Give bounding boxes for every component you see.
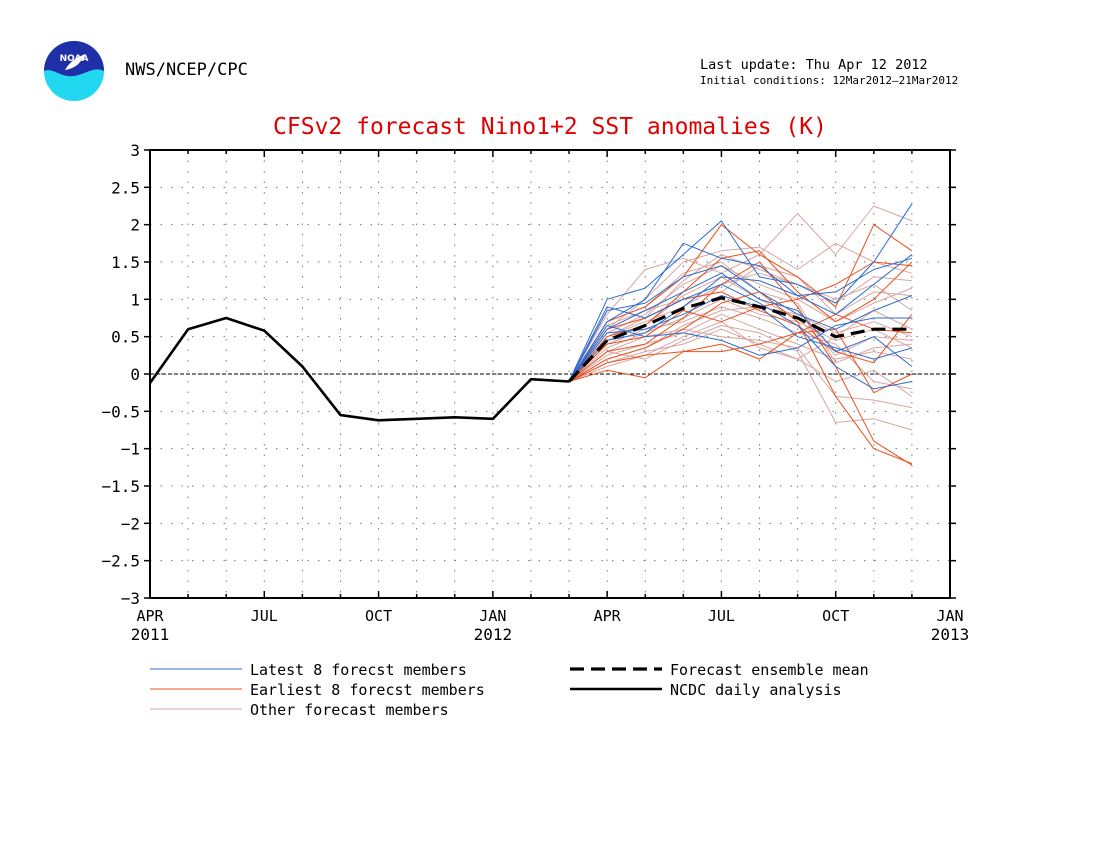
other-series-line bbox=[568, 325, 913, 431]
y-tick-label: 0.5 bbox=[111, 328, 140, 347]
main-lines bbox=[148, 296, 912, 422]
y-tick-label: 0 bbox=[130, 365, 140, 384]
chart-title: CFSv2 forecast Nino1+2 SST anomalies (K) bbox=[273, 114, 827, 140]
legend: Latest 8 forecst members Earliest 8 forec… bbox=[150, 661, 869, 719]
last-update-label: Last update: Thu Apr 12 2012 bbox=[700, 57, 928, 73]
x-tick-year-label: 2013 bbox=[931, 625, 970, 644]
axis-ticks: 32.521.510.50−0.5−1−1.5−2−2.5−3APR2011JU… bbox=[101, 141, 969, 644]
other-series-line bbox=[568, 298, 913, 382]
latest-series-line bbox=[568, 242, 913, 382]
x-tick-label: JAN bbox=[936, 607, 963, 625]
mean-series-line bbox=[567, 296, 912, 383]
chart-grid bbox=[150, 150, 950, 598]
latest-series-line bbox=[568, 257, 913, 382]
x-tick-label: OCT bbox=[365, 607, 392, 625]
x-tick-label: OCT bbox=[822, 607, 849, 625]
noaa-logo: NOAA bbox=[44, 41, 104, 101]
noaa-logo-text: NOAA bbox=[60, 54, 89, 64]
earliest-series-line bbox=[568, 224, 913, 382]
agency-label: NWS/NCEP/CPC bbox=[125, 60, 248, 80]
x-tick-label: JAN bbox=[479, 607, 506, 625]
legend-label-analysis: NCDC daily analysis bbox=[670, 681, 842, 699]
y-tick-label: −2.5 bbox=[101, 552, 140, 571]
x-tick-label: JUL bbox=[251, 607, 278, 625]
other-series-line bbox=[568, 205, 913, 382]
other-series-line bbox=[568, 328, 913, 397]
y-tick-label: 2.5 bbox=[111, 178, 140, 197]
earliest-series-line bbox=[568, 261, 912, 382]
y-tick-label: −0.5 bbox=[101, 402, 140, 421]
y-tick-label: −3 bbox=[121, 589, 140, 608]
x-tick-year-label: 2012 bbox=[474, 625, 513, 644]
y-tick-label: 1 bbox=[130, 290, 140, 309]
x-tick-label: JUL bbox=[708, 607, 735, 625]
y-tick-label: −2 bbox=[121, 514, 140, 533]
y-tick-label: −1.5 bbox=[101, 477, 140, 496]
latest-series-line bbox=[568, 272, 913, 382]
latest-series-line bbox=[568, 283, 912, 390]
legend-label-other: Other forecast members bbox=[250, 701, 449, 719]
y-tick-label: 2 bbox=[130, 216, 140, 235]
earliest-series-line bbox=[568, 291, 913, 465]
x-tick-label: APR bbox=[136, 607, 164, 625]
analysis-series-line bbox=[148, 316, 570, 422]
other-series-line bbox=[568, 272, 913, 382]
legend-label-latest: Latest 8 forecst members bbox=[250, 661, 467, 679]
initial-conditions-label: Initial conditions: 12Mar2012—21Mar2012 bbox=[700, 74, 959, 87]
other-series-line bbox=[568, 328, 912, 409]
y-tick-label: 3 bbox=[130, 141, 140, 160]
earliest-series-line bbox=[568, 261, 913, 466]
latest-series-line bbox=[568, 317, 912, 382]
x-tick-label: APR bbox=[594, 607, 622, 625]
y-tick-label: −1 bbox=[121, 440, 140, 459]
legend-label-earliest: Earliest 8 forecst members bbox=[250, 681, 485, 699]
latest-series-line bbox=[568, 203, 913, 382]
forecast-members bbox=[568, 203, 913, 466]
other-series-line bbox=[568, 310, 913, 382]
x-tick-year-label: 2011 bbox=[131, 625, 170, 644]
y-tick-label: 1.5 bbox=[111, 253, 140, 272]
legend-label-mean: Forecast ensemble mean bbox=[670, 661, 869, 679]
